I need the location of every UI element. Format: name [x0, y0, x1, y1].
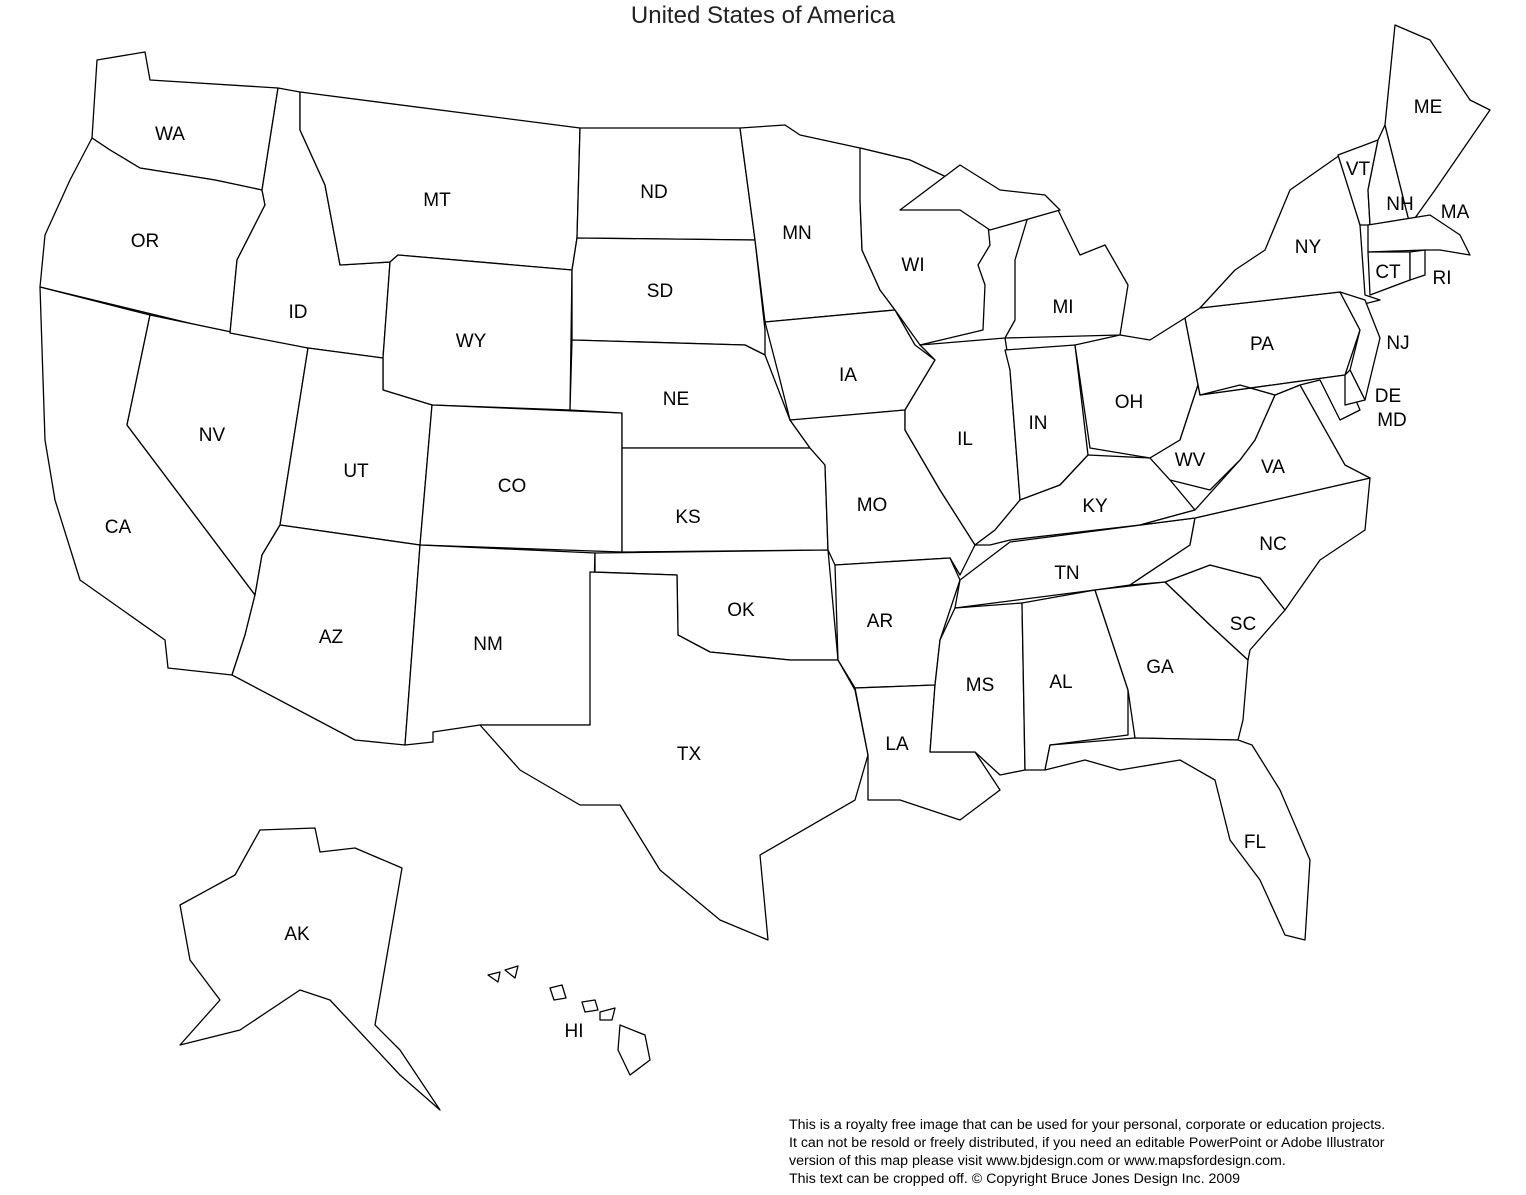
state-label-ks: KS [675, 507, 700, 528]
state-label-wv: WV [1175, 450, 1206, 471]
state-label-ga: GA [1146, 657, 1174, 678]
state-mi [1004, 209, 1129, 339]
state-label-al: AL [1049, 672, 1072, 693]
state-label-il: IL [957, 429, 973, 450]
state-ak [179, 827, 441, 1111]
copyright-footer: This is a royalty free image that can be… [789, 1116, 1385, 1188]
state-label-co: CO [498, 476, 527, 497]
state-label-me: ME [1414, 97, 1443, 118]
state-label-tn: TN [1054, 563, 1079, 584]
state-label-md: MD [1377, 410, 1407, 431]
state-label-de: DE [1375, 386, 1401, 407]
state-label-oh: OH [1115, 392, 1144, 413]
state-label-ar: AR [867, 611, 893, 632]
state-label-la: LA [885, 734, 909, 755]
footer-line: It can not be resold or freely distribut… [789, 1135, 1385, 1151]
state-hi-island [487, 971, 501, 983]
state-label-nv: NV [199, 425, 226, 446]
state-nc [1129, 477, 1371, 611]
footer-line: version of this map please visit www.bjd… [789, 1153, 1286, 1169]
state-label-sd: SD [647, 281, 673, 302]
map-title: United States of America [630, 2, 896, 29]
state-label-ny: NY [1295, 237, 1322, 258]
state-label-ri: RI [1433, 268, 1452, 289]
footer-line: This is a royalty free image that can be… [789, 1117, 1386, 1133]
state-mi-upper [899, 164, 1061, 231]
state-label-va: VA [1261, 457, 1285, 478]
state-label-wi: WI [901, 255, 924, 276]
state-label-mo: MO [857, 495, 888, 516]
state-label-mt: MT [423, 190, 451, 211]
state-label-hi: HI [565, 1021, 584, 1042]
state-ks [621, 447, 829, 553]
state-label-ca: CA [105, 517, 132, 538]
state-label-ia: IA [839, 365, 857, 386]
state-de [1344, 369, 1366, 406]
state-label-or: OR [131, 231, 160, 252]
state-label-nm: NM [473, 634, 503, 655]
state-fl [1044, 737, 1311, 941]
state-label-pa: PA [1250, 334, 1274, 355]
state-hi-island [549, 984, 567, 1001]
state-label-nh: NH [1386, 194, 1413, 215]
state-label-mi: MI [1052, 297, 1073, 318]
state-label-ak: AK [284, 924, 310, 945]
state-label-ky: KY [1082, 496, 1108, 517]
state-oh [1074, 317, 1199, 459]
state-tx [479, 571, 869, 941]
state-label-nj: NJ [1386, 333, 1409, 354]
state-hi-island [504, 965, 519, 979]
state-label-sc: SC [1230, 614, 1256, 635]
state-label-vt: VT [1346, 159, 1371, 180]
state-label-ma: MA [1441, 202, 1470, 223]
state-label-mn: MN [782, 223, 812, 244]
state-label-wa: WA [155, 124, 185, 145]
state-hi [617, 1024, 651, 1076]
state-label-tx: TX [677, 744, 702, 765]
state-hi-island [581, 999, 599, 1013]
state-label-ok: OK [727, 600, 755, 621]
state-label-ct: CT [1375, 262, 1401, 283]
state-label-in: IN [1029, 413, 1048, 434]
state-hi-island [599, 1007, 616, 1021]
state-label-az: AZ [319, 627, 344, 648]
state-label-id: ID [289, 302, 308, 323]
footer-line: This text can be cropped off. © Copyrigh… [789, 1171, 1241, 1187]
state-mt [299, 91, 581, 271]
state-label-wy: WY [456, 331, 487, 352]
state-ri [1409, 249, 1426, 281]
state-label-nc: NC [1259, 534, 1286, 555]
state-label-ut: UT [343, 461, 369, 482]
state-label-fl: FL [1244, 832, 1266, 853]
state-label-ms: MS [966, 675, 995, 696]
state-label-ne: NE [663, 389, 689, 410]
state-label-nd: ND [640, 182, 667, 203]
